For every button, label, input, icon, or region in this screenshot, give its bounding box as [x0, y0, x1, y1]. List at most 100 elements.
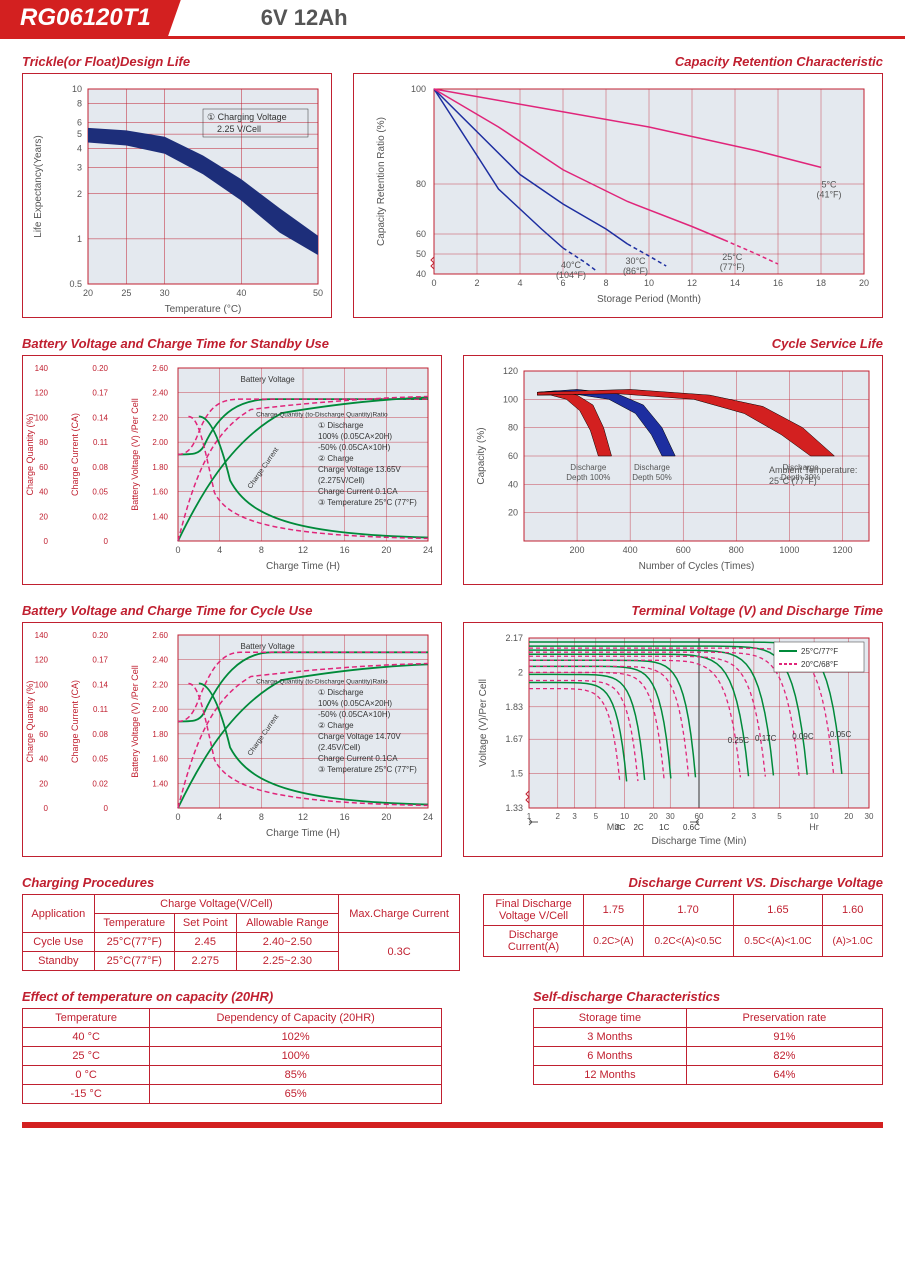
svg-text:10: 10 [620, 812, 629, 821]
svg-text:1.33: 1.33 [505, 803, 523, 813]
svg-text:80: 80 [508, 423, 518, 433]
col-max: Max.Charge Current [339, 895, 460, 933]
svg-text:2: 2 [474, 278, 479, 288]
svg-text:2.40: 2.40 [152, 389, 168, 398]
svg-text:2: 2 [77, 189, 82, 199]
svg-text:8: 8 [259, 812, 264, 822]
svg-text:40: 40 [39, 488, 48, 497]
svg-text:1.80: 1.80 [152, 463, 168, 472]
col-app: Application [23, 895, 95, 933]
svg-text:0: 0 [431, 278, 436, 288]
svg-text:0: 0 [175, 545, 180, 555]
svg-text:16: 16 [773, 278, 783, 288]
svg-text:3: 3 [752, 812, 757, 821]
svg-text:2.40: 2.40 [152, 656, 168, 665]
cycle-life-chart: 2004006008001000120020406080100120Discha… [463, 355, 883, 585]
svg-text:(86°F): (86°F) [623, 266, 648, 276]
sub-set: Set Point [174, 914, 236, 933]
col-cvc: Charge Voltage(V/Cell) [94, 895, 338, 914]
svg-text:1C: 1C [659, 823, 669, 832]
sub-range: Allowable Range [236, 914, 338, 933]
retention-title: Capacity Retention Characteristic [353, 54, 883, 69]
standby-chart: 0481216202402040608010012014000.020.050.… [22, 355, 442, 585]
dv-h1: Final Discharge Voltage V/Cell [484, 895, 584, 926]
svg-text:100: 100 [35, 413, 49, 422]
svg-text:Charge Current (CA): Charge Current (CA) [70, 680, 80, 763]
temp-cap-title: Effect of temperature on capacity (20HR) [22, 989, 442, 1004]
svg-text:Discharge: Discharge [570, 463, 607, 472]
svg-text:Charge Time (H): Charge Time (H) [266, 561, 340, 572]
svg-text:Number of Cycles (Times): Number of Cycles (Times) [639, 561, 755, 572]
cycle-life-title: Cycle Service Life [463, 336, 883, 351]
svg-text:100% (0.05CA×20H): 100% (0.05CA×20H) [318, 699, 392, 708]
svg-text:20: 20 [381, 812, 391, 822]
svg-text:(77°F): (77°F) [720, 262, 745, 272]
svg-text:60: 60 [39, 730, 48, 739]
svg-text:20: 20 [844, 812, 853, 821]
svg-text:① Discharge: ① Discharge [318, 421, 364, 430]
svg-text:Life Expectancy(Years): Life Expectancy(Years) [33, 135, 44, 237]
svg-text:10: 10 [72, 84, 82, 94]
svg-text:① Discharge: ① Discharge [318, 688, 364, 697]
svg-text:20: 20 [508, 508, 518, 518]
svg-text:0.20: 0.20 [92, 631, 108, 640]
svg-text:0.09C: 0.09C [792, 732, 814, 741]
svg-text:0.20: 0.20 [92, 364, 108, 373]
svg-text:4: 4 [517, 278, 522, 288]
svg-text:0.05: 0.05 [92, 488, 108, 497]
svg-text:8: 8 [259, 545, 264, 555]
svg-text:6: 6 [77, 117, 82, 127]
terminal-chart: 1.331.51.671.8322.1712351020306023510203… [463, 622, 883, 857]
dv-title: Discharge Current VS. Discharge Voltage [483, 875, 883, 890]
svg-text:0.17C: 0.17C [755, 734, 777, 743]
svg-text:Charge Quantity (to-Discharge: Charge Quantity (to-Discharge Quantity)R… [256, 411, 388, 418]
svg-text:60: 60 [416, 229, 426, 239]
svg-text:5: 5 [594, 812, 599, 821]
svg-text:2.25 V/Cell: 2.25 V/Cell [217, 124, 261, 134]
svg-text:20: 20 [39, 779, 48, 788]
svg-text:Temperature (°C): Temperature (°C) [165, 304, 242, 315]
svg-text:(2.275V/Cell): (2.275V/Cell) [318, 476, 365, 485]
svg-text:1.5: 1.5 [510, 769, 523, 779]
svg-text:Voltage (V)/Per Cell: Voltage (V)/Per Cell [478, 679, 489, 767]
svg-text:12: 12 [298, 545, 308, 555]
footer-bar [22, 1122, 883, 1128]
svg-text:Battery Voltage: Battery Voltage [241, 375, 296, 384]
svg-text:③ Temperature 25°C (77°F): ③ Temperature 25°C (77°F) [318, 498, 417, 507]
svg-text:Discharge Time (Min): Discharge Time (Min) [651, 836, 746, 847]
svg-text:8: 8 [603, 278, 608, 288]
svg-text:1.40: 1.40 [152, 512, 168, 521]
selfd-title: Self-discharge Characteristics [533, 989, 883, 1004]
svg-text:400: 400 [623, 545, 638, 555]
svg-text:2C: 2C [633, 823, 643, 832]
svg-text:0.14: 0.14 [92, 413, 108, 422]
cycleuse-title: Battery Voltage and Charge Time for Cycl… [22, 603, 442, 618]
svg-text:Charge Time (H): Charge Time (H) [266, 828, 340, 839]
product-spec: 6V 12Ah [261, 5, 348, 31]
svg-text:4: 4 [217, 812, 222, 822]
svg-text:Battery Voltage (V) /Per Cell: Battery Voltage (V) /Per Cell [130, 665, 140, 778]
svg-text:0.08: 0.08 [92, 463, 108, 472]
dv-h2: Discharge Current(A) [484, 926, 584, 957]
svg-text:20: 20 [39, 512, 48, 521]
svg-text:12: 12 [298, 812, 308, 822]
svg-text:50: 50 [416, 249, 426, 259]
svg-text:60: 60 [508, 451, 518, 461]
svg-text:(2.45V/Cell): (2.45V/Cell) [318, 743, 361, 752]
table-row: 12 Months64% [534, 1066, 883, 1085]
svg-text:0.14: 0.14 [92, 680, 108, 689]
temp-cap-table: TemperatureDependency of Capacity (20HR)… [22, 1008, 442, 1104]
svg-text:0.11: 0.11 [93, 438, 109, 447]
retention-chart: 024681012141618204050608010040°C(104°F)3… [353, 73, 883, 318]
svg-text:600: 600 [676, 545, 691, 555]
svg-text:Min: Min [607, 822, 622, 832]
table-row: 40 °C102% [23, 1028, 442, 1047]
svg-text:Discharge: Discharge [634, 463, 671, 472]
svg-text:40: 40 [508, 479, 518, 489]
svg-text:4: 4 [77, 144, 82, 154]
svg-text:Charge Current 0.1CA: Charge Current 0.1CA [318, 754, 398, 763]
svg-text:4: 4 [217, 545, 222, 555]
svg-text:20°C/68°F: 20°C/68°F [801, 660, 838, 669]
svg-text:120: 120 [35, 389, 49, 398]
svg-text:2: 2 [556, 812, 561, 821]
